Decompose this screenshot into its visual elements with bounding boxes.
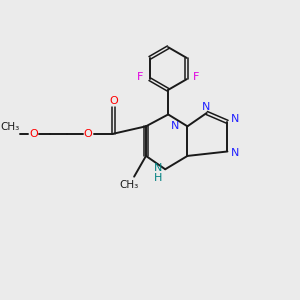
Text: N: N xyxy=(154,163,162,173)
Text: N: N xyxy=(202,102,210,112)
Text: O: O xyxy=(84,129,93,139)
Text: O: O xyxy=(29,129,38,139)
Text: CH₃: CH₃ xyxy=(1,122,20,132)
Text: O: O xyxy=(109,95,118,106)
Text: H: H xyxy=(154,172,162,182)
Text: N: N xyxy=(231,148,240,158)
Text: CH₃: CH₃ xyxy=(119,180,138,190)
Text: F: F xyxy=(137,72,143,82)
Text: F: F xyxy=(193,72,200,82)
Text: N: N xyxy=(231,115,240,124)
Text: N: N xyxy=(171,121,179,131)
